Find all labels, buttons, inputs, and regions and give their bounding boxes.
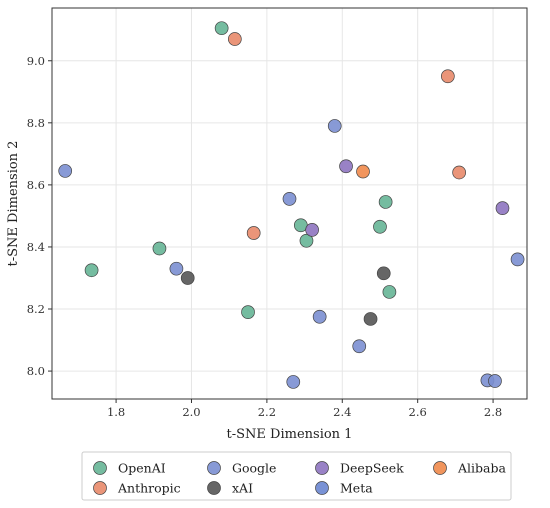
y-tick-label: 9.0 [27,54,45,68]
legend-label: Meta [340,481,373,496]
legend-marker [315,481,329,495]
data-point-openai [378,195,393,209]
data-point-deepseek [305,223,319,237]
data-point-google [58,164,73,178]
x-tick-label: 2.6 [409,405,427,419]
x-tick-label: 2.2 [258,405,276,419]
data-point-xai [180,271,195,285]
legend-label: Google [232,461,276,476]
legend-items: OpenAI Google DeepSeek Alibaba Anthropic xAI M… [93,461,506,496]
legend-marker [207,481,221,495]
data-point-google [352,339,367,354]
y-axis-label: t-SNE Dimension 2 [6,141,21,267]
x-tick-label: 2.4 [333,405,351,419]
data-point-deepseek [339,159,353,174]
x-tick-label: 1.8 [107,405,125,419]
legend-marker [93,461,107,475]
legend-item-deepseek: DeepSeek [315,461,404,476]
data-point-openai [382,285,397,299]
y-tick-label: 8.0 [27,364,45,378]
legend-label: OpenAI [118,461,166,476]
data-point-google [312,309,327,324]
legend-item-alibaba: Alibaba [433,461,506,476]
y-tick-label: 8.8 [27,116,45,130]
plot-frame [51,7,528,400]
data-point-openai [152,241,167,256]
legend-marker [93,481,107,495]
y-tick-label: 8.4 [27,240,45,254]
legend-item-google: Google [207,461,276,476]
x-axis-label: t-SNE Dimension 1 [227,427,353,442]
point-layer [58,21,525,389]
data-point-openai [241,305,255,319]
legend: OpenAI Google DeepSeek Alibaba Anthropic xAI M… [81,451,512,501]
y-tick-label: 8.6 [27,178,45,192]
legend-marker [433,461,447,475]
data-point-google [286,375,301,389]
legend-label: Anthropic [117,481,181,496]
tick-layer: 1.8 2.0 2.2 2.4 2.6 2.8 8.0 8.2 8.4 8.6 8.8 9.0 [27,54,503,419]
data-point-deepseek [495,201,510,216]
data-point-anthropic [440,69,455,84]
y-tick-label: 8.2 [27,302,45,316]
legend-box [81,451,512,501]
legend-label: DeepSeek [340,461,404,476]
grid-layer [52,8,527,399]
legend-label: Alibaba [457,461,506,476]
legend-item-meta: Meta [315,481,373,496]
legend-marker [315,461,329,475]
legend-label: xAI [232,481,253,496]
data-point-google [282,191,297,206]
data-point-google [488,374,502,388]
x-tick-label: 2.8 [484,405,502,419]
legend-item-anthropic: Anthropic [93,481,181,496]
data-point-xai [376,266,391,281]
data-point-openai [84,263,99,278]
data-point-xai [363,312,378,326]
data-point-openai [299,233,314,248]
data-point-anthropic [246,226,261,240]
data-point-openai [214,21,229,36]
data-point-google [327,119,342,133]
legend-item-xai: xAI [207,481,253,496]
data-point-google [510,252,525,267]
data-point-anthropic [452,165,466,180]
data-point-openai [373,219,387,234]
data-point-alibaba [356,164,370,179]
legend-marker [207,461,221,475]
x-tick-label: 2.0 [182,405,200,419]
data-point-anthropic [227,32,242,46]
legend-item-openai: OpenAI [93,461,166,476]
data-point-google [169,261,184,276]
